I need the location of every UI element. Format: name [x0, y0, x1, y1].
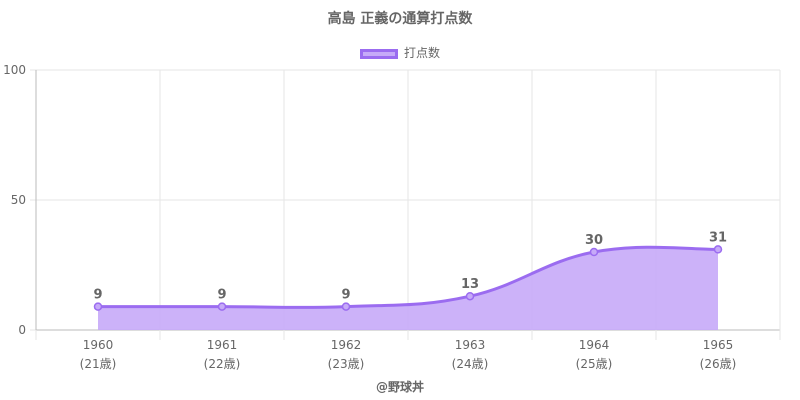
data-point — [713, 245, 723, 254]
x-tick-label: 1963 — [455, 338, 486, 352]
watermark: @野球丼 — [375, 380, 424, 394]
x-tick-sublabel: (22歳) — [204, 357, 241, 371]
x-tick-sublabel: (24歳) — [452, 357, 489, 371]
data-label: 30 — [585, 233, 603, 248]
x-tick-label: 1965 — [703, 338, 734, 352]
x-tick-sublabel: (25歳) — [576, 357, 613, 371]
data-point — [93, 302, 103, 311]
legend[interactable]: 打点数 — [0, 44, 800, 61]
series-line — [98, 245, 719, 310]
data-label: 31 — [709, 230, 727, 245]
data-label: 9 — [93, 288, 102, 303]
data-point — [589, 247, 599, 257]
x-tick-label: 1964 — [579, 338, 610, 352]
chart-title: 高島 正義の通算打点数 — [327, 11, 473, 27]
x-tick-sublabel: (21歳) — [80, 357, 117, 371]
legend-swatch — [359, 49, 398, 59]
y-tick-label: 0 — [18, 323, 26, 337]
data-label: 9 — [217, 288, 226, 303]
x-tick-label: 1961 — [207, 338, 238, 352]
data-label: 13 — [461, 277, 479, 292]
x-tick-sublabel: (26歳) — [700, 357, 737, 371]
data-point — [465, 291, 475, 301]
x-tick-label: 1960 — [83, 338, 114, 352]
data-label: 9 — [341, 288, 350, 303]
x-tick-label: 1962 — [331, 338, 362, 352]
series-area — [98, 247, 718, 330]
data-point — [217, 302, 227, 311]
legend-label: 打点数 — [403, 46, 440, 60]
data-point — [341, 302, 351, 311]
y-tick-label: 50 — [11, 193, 26, 207]
x-tick-sublabel: (23歳) — [328, 357, 365, 371]
y-tick-label: 100 — [3, 63, 26, 77]
